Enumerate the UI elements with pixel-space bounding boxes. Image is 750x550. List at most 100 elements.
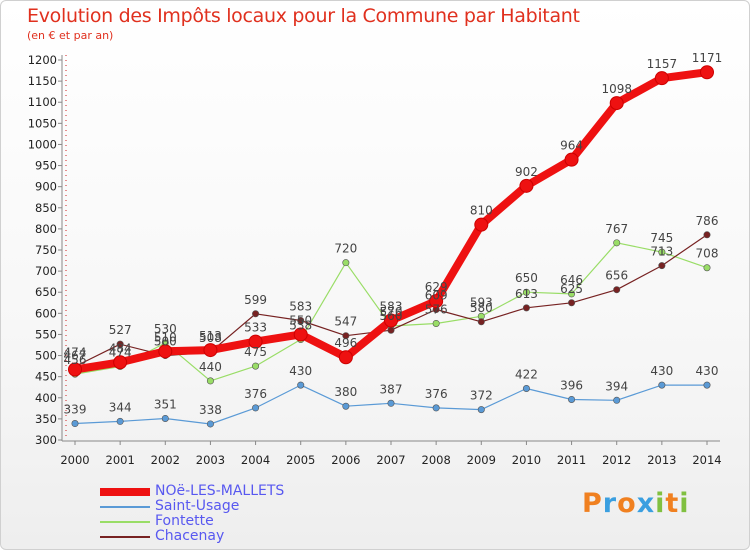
data-point — [113, 355, 128, 370]
data-point — [654, 71, 669, 86]
legend-label: Chacenay — [155, 528, 225, 544]
x-tick-label: 2012 — [602, 453, 631, 467]
y-tick-label: 1200 — [28, 53, 57, 67]
data-point — [477, 406, 485, 414]
data-label: 496 — [334, 336, 357, 350]
data-point — [658, 381, 666, 389]
y-tick-label: 650 — [35, 285, 57, 299]
x-tick-label: 2000 — [60, 453, 89, 467]
data-point — [519, 178, 534, 193]
axes: 300 350 400 450 500 550 600 650 700 750 800 850 900 9… — [28, 53, 722, 467]
data-point — [703, 231, 711, 239]
y-tick-label: 950 — [35, 159, 57, 173]
chart-title: Evolution des Impôts locaux pour la Comm… — [27, 5, 580, 27]
data-label: 339 — [64, 403, 87, 417]
data-label: 376 — [244, 387, 267, 401]
data-point — [387, 399, 395, 407]
data-label: 372 — [470, 389, 493, 403]
data-label: 394 — [605, 379, 628, 393]
logo-letter: i — [655, 488, 666, 519]
legend-label: NOë-LES-MALLETS — [155, 483, 285, 499]
data-label: 625 — [560, 282, 583, 296]
data-label: 547 — [334, 315, 357, 329]
logo-letter: x — [636, 488, 656, 519]
logo-letter: t — [665, 488, 680, 519]
data-point — [613, 286, 621, 294]
legend-swatch — [100, 520, 150, 523]
x-tick-label: 2007 — [376, 453, 405, 467]
y-tick-label: 600 — [35, 306, 57, 320]
y-tick-label: 900 — [35, 180, 57, 194]
data-point — [522, 288, 530, 296]
data-point — [384, 313, 398, 328]
x-tick-label: 2006 — [331, 453, 360, 467]
data-label: 344 — [109, 400, 132, 414]
data-label: 484 — [109, 341, 132, 355]
data-label: 396 — [560, 378, 583, 392]
data-point — [703, 264, 711, 272]
y-tick-label: 1100 — [28, 95, 57, 109]
y-tick-label: 700 — [35, 264, 57, 278]
data-point — [700, 65, 714, 80]
data-label: 629 — [425, 280, 448, 294]
data-point — [658, 248, 666, 256]
data-label: 810 — [470, 204, 493, 218]
data-point — [522, 304, 530, 312]
data-label: 474 — [109, 346, 132, 360]
legend-swatch — [100, 535, 150, 538]
data-label: 456 — [64, 353, 87, 367]
data-point — [613, 239, 621, 247]
data-label: 508 — [199, 331, 222, 345]
legend-swatch — [100, 487, 150, 496]
y-tick-label: 400 — [35, 391, 57, 405]
data-label: 475 — [244, 345, 267, 359]
data-label: 550 — [289, 313, 312, 327]
y-tick-label: 750 — [35, 243, 57, 257]
data-point — [703, 381, 711, 389]
data-label: 376 — [425, 387, 448, 401]
data-label: 583 — [289, 300, 312, 314]
data-label: 351 — [154, 397, 177, 411]
data-point — [248, 334, 263, 349]
data-point — [609, 96, 624, 111]
data-label: 467 — [64, 348, 87, 362]
data-point — [203, 343, 218, 358]
data-label: 613 — [515, 287, 538, 301]
data-label: 538 — [289, 319, 312, 333]
data-point — [297, 381, 305, 389]
data-label: 576 — [425, 302, 448, 316]
data-point — [342, 332, 350, 340]
x-tick-label: 2003 — [196, 453, 225, 467]
data-point — [293, 327, 308, 342]
data-label: 745 — [650, 231, 673, 245]
data-point — [613, 396, 621, 404]
legend-label: Fontette — [155, 513, 214, 529]
data-point — [252, 404, 260, 412]
data-label: 720 — [334, 242, 357, 256]
data-point — [568, 290, 576, 298]
data-point — [338, 350, 353, 365]
data-point — [432, 404, 440, 412]
data-label: 1098 — [601, 82, 632, 96]
logo-letter: o — [617, 488, 637, 519]
data-point — [161, 414, 169, 422]
data-label: 902 — [515, 165, 538, 179]
data-point — [522, 384, 530, 392]
data-point — [432, 319, 440, 327]
data-point — [564, 152, 579, 167]
y-tick-label: 350 — [35, 412, 57, 426]
y-tick-label: 1000 — [28, 137, 57, 151]
y-tick-label: 1050 — [28, 116, 57, 130]
data-point — [206, 377, 214, 385]
data-point — [658, 262, 666, 270]
data-label: 786 — [696, 214, 719, 228]
x-tick-label: 2001 — [106, 453, 135, 467]
data-point — [116, 417, 124, 425]
x-tick-label: 2011 — [557, 453, 586, 467]
data-label: 560 — [380, 309, 403, 323]
x-tick-label: 2010 — [512, 453, 541, 467]
logo-letter: i — [679, 488, 690, 519]
data-point — [158, 344, 173, 359]
data-label: 580 — [470, 301, 493, 315]
